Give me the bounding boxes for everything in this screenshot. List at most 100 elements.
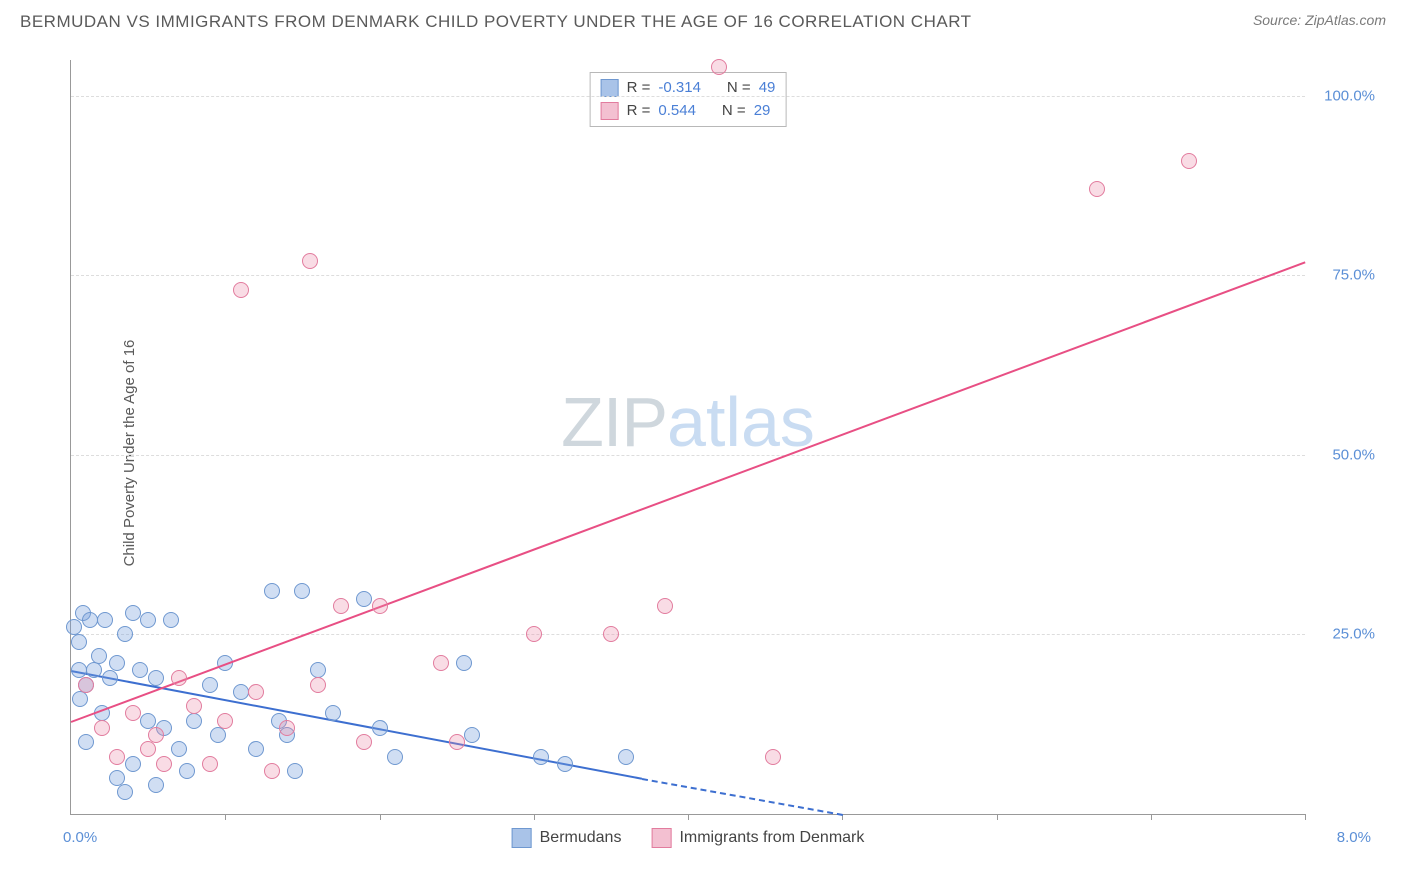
data-point [433, 655, 449, 671]
data-point [78, 734, 94, 750]
legend-item: Immigrants from Denmark [651, 828, 864, 848]
legend-swatch [512, 828, 532, 848]
chart-legend: Bermudans Immigrants from Denmark [512, 828, 865, 848]
data-point [109, 749, 125, 765]
data-point [97, 612, 113, 628]
watermark: ZIPatlas [561, 382, 815, 462]
data-point [264, 583, 280, 599]
chart-header: BERMUDAN VS IMMIGRANTS FROM DENMARK CHIL… [0, 0, 1406, 40]
data-point [202, 677, 218, 693]
data-point [148, 777, 164, 793]
y-tick-label: 75.0% [1332, 267, 1375, 284]
data-point [125, 605, 141, 621]
data-point [140, 612, 156, 628]
data-point [72, 691, 88, 707]
data-point [248, 741, 264, 757]
data-point [449, 734, 465, 750]
data-point [233, 282, 249, 298]
data-point [765, 749, 781, 765]
data-point [456, 655, 472, 671]
x-tick [997, 814, 998, 820]
data-point [125, 756, 141, 772]
data-point [202, 756, 218, 772]
data-point [248, 684, 264, 700]
data-point [526, 626, 542, 642]
grid-line [71, 455, 1305, 456]
data-point [132, 662, 148, 678]
data-point [302, 253, 318, 269]
y-tick-label: 25.0% [1332, 626, 1375, 643]
data-point [711, 59, 727, 75]
x-tick [225, 814, 226, 820]
data-point [387, 749, 403, 765]
data-point [82, 612, 98, 628]
data-point [171, 670, 187, 686]
grid-line [71, 96, 1305, 97]
x-tick [1305, 814, 1306, 820]
data-point [618, 749, 634, 765]
data-point [117, 626, 133, 642]
chart-container: Child Poverty Under the Age of 16 ZIPatl… [50, 50, 1390, 855]
stats-n-label: N = [722, 100, 746, 123]
data-point [117, 784, 133, 800]
legend-label: Bermudans [540, 829, 622, 847]
data-point [148, 727, 164, 743]
x-tick [534, 814, 535, 820]
data-point [140, 741, 156, 757]
data-point [372, 720, 388, 736]
data-point [210, 727, 226, 743]
data-point [86, 662, 102, 678]
stats-swatch [601, 79, 619, 97]
data-point [372, 598, 388, 614]
correlation-stats-box: R =-0.314N =49R =0.544N =29 [590, 72, 787, 127]
chart-title: BERMUDAN VS IMMIGRANTS FROM DENMARK CHIL… [20, 12, 972, 32]
legend-label: Immigrants from Denmark [679, 829, 864, 847]
trend-line [71, 261, 1306, 722]
grid-line [71, 275, 1305, 276]
data-point [163, 612, 179, 628]
x-tick [1151, 814, 1152, 820]
data-point [356, 734, 372, 750]
data-point [356, 591, 372, 607]
data-point [603, 626, 619, 642]
y-tick-label: 100.0% [1324, 87, 1375, 104]
stats-row: R = 0.544 N = 29 [601, 100, 776, 123]
plot-area: ZIPatlas R =-0.314N =49R =0.544N =29 0.0… [70, 60, 1305, 815]
data-point [78, 677, 94, 693]
stats-r-label: R = [627, 100, 651, 123]
data-point [264, 763, 280, 779]
x-tick [688, 814, 689, 820]
data-point [156, 756, 172, 772]
data-point [179, 763, 195, 779]
x-axis-max-label: 8.0% [1337, 829, 1371, 846]
y-tick-label: 50.0% [1332, 446, 1375, 463]
data-point [464, 727, 480, 743]
watermark-atlas: atlas [667, 383, 815, 461]
data-point [294, 583, 310, 599]
stats-r-value: 0.544 [658, 100, 696, 123]
trend-line-extrapolated [642, 778, 843, 816]
grid-line [71, 634, 1305, 635]
data-point [1181, 153, 1197, 169]
data-point [94, 720, 110, 736]
data-point [217, 713, 233, 729]
chart-source: Source: ZipAtlas.com [1253, 12, 1386, 28]
data-point [171, 741, 187, 757]
data-point [186, 698, 202, 714]
data-point [109, 655, 125, 671]
data-point [657, 598, 673, 614]
watermark-zip: ZIP [561, 383, 667, 461]
data-point [1089, 181, 1105, 197]
data-point [91, 648, 107, 664]
stats-swatch [601, 102, 619, 120]
data-point [533, 749, 549, 765]
data-point [233, 684, 249, 700]
data-point [310, 677, 326, 693]
data-point [125, 705, 141, 721]
data-point [148, 670, 164, 686]
data-point [186, 713, 202, 729]
data-point [71, 634, 87, 650]
x-axis-min-label: 0.0% [63, 829, 97, 846]
data-point [279, 720, 295, 736]
stats-n-value: 29 [754, 100, 771, 123]
